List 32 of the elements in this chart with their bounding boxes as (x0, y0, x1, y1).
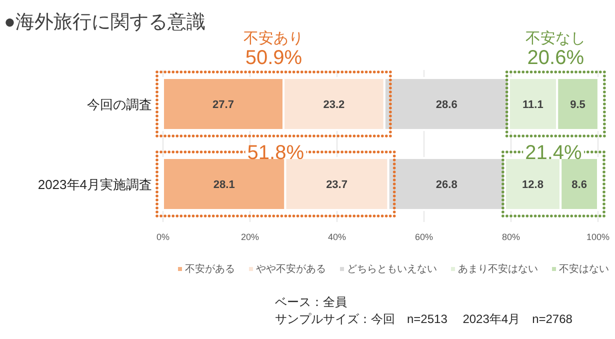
data-label: 23.2 (323, 99, 345, 111)
data-label: 26.8 (436, 179, 458, 191)
legend-label: やや不安がある (256, 263, 326, 275)
text: 不安なし (526, 30, 586, 47)
data-label: 9.5 (570, 99, 586, 111)
text: 20.6% (527, 47, 584, 69)
chart-title: ●海外旅行に関する意識 (4, 12, 206, 33)
data-label: 11.1 (522, 99, 544, 111)
y-tick-label: 2023年4月実施調査 (38, 177, 152, 192)
text: ベース：全員 (275, 295, 347, 309)
text: サンプルサイズ：今回 n=2513 2023年4月 n=2768 (275, 312, 573, 326)
data-label: 8.6 (572, 179, 587, 191)
legend-label: あまり不安はない (458, 263, 538, 275)
x-tick-label: 40% (328, 232, 346, 242)
legend-label: 不安がある (185, 263, 235, 275)
data-label: 27.7 (212, 99, 234, 111)
legend-label: どちらともいえない (347, 264, 437, 275)
data-label: 12.8 (522, 179, 544, 191)
x-tick-label: 60% (414, 232, 434, 242)
data-label: 23.7 (326, 179, 348, 191)
x-tick-label: 80% (502, 232, 520, 242)
x-tick-label: 100% (586, 232, 610, 242)
text: 50.9% (245, 47, 302, 69)
annotation: 51.8% (247, 142, 304, 164)
annotation: 21.4% (525, 142, 582, 164)
x-tick-label: 0% (156, 232, 170, 242)
y-tick-label: 今回の調査 (87, 97, 152, 112)
x-tick-label: 20% (240, 232, 260, 242)
legend-label: 不安はない (559, 263, 609, 275)
data-label: 28.6 (436, 99, 458, 111)
text: 不安あり (244, 30, 304, 47)
data-label: 28.1 (213, 179, 235, 191)
